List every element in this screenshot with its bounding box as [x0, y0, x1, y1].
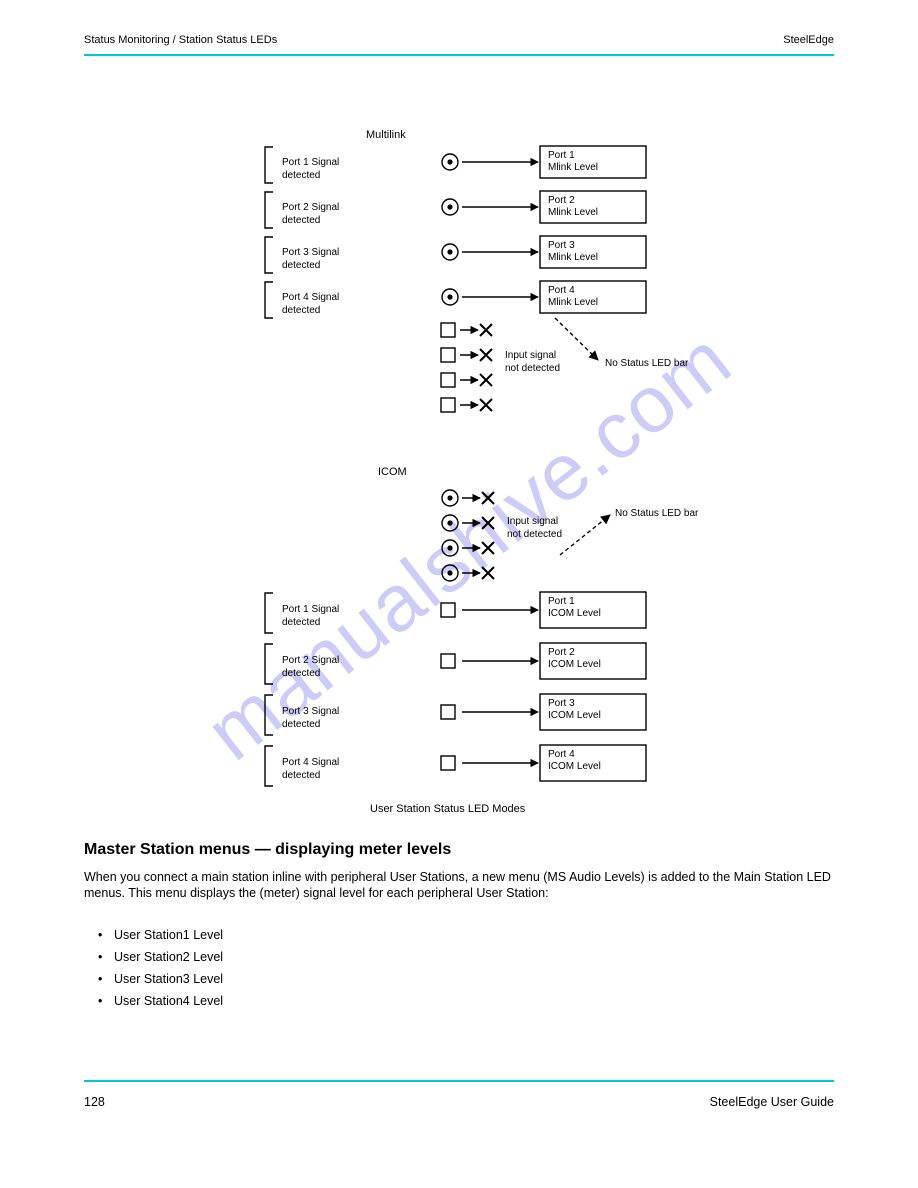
diagram-label: detected — [282, 305, 320, 318]
diagram-label: Port 2 — [548, 195, 575, 208]
diagram-label: Port 1 — [548, 150, 575, 163]
diagram-label: Port 2 Signal — [282, 655, 339, 668]
diagram-label: Port 3 Signal — [282, 706, 339, 719]
diagram-label: Port 4 — [548, 749, 575, 762]
diagram-label: Port 3 — [548, 240, 575, 253]
bullet-marker: • — [98, 928, 102, 944]
diagram-label: Port 1 — [548, 596, 575, 609]
diagram-label: detected — [282, 617, 320, 630]
diagram-label: Port 4 Signal — [282, 292, 339, 305]
diagram-label: ICOM Level — [548, 710, 601, 723]
diagram-label: detected — [282, 719, 320, 732]
diagram-label: not detected — [507, 529, 562, 542]
section-heading: Master Station menus — displaying meter … — [84, 840, 834, 860]
diagram-label: Mlink Level — [548, 297, 598, 310]
bullet-marker: • — [98, 994, 102, 1010]
diagram-label: Input signal — [507, 516, 558, 529]
diagram-label: detected — [282, 215, 320, 228]
diagram-label: detected — [282, 260, 320, 273]
diagram-label: not detected — [505, 363, 560, 376]
diagram-label: ICOM — [378, 466, 407, 480]
diagram-label: detected — [282, 770, 320, 783]
diagram-label: Port 4 Signal — [282, 757, 339, 770]
footer-text: SteelEdge User Guide — [710, 1095, 834, 1111]
diagram-label: Port 4 — [548, 285, 575, 298]
diagram-label: detected — [282, 668, 320, 681]
diagram-label: Mlink Level — [548, 252, 598, 265]
diagram-label: ICOM Level — [548, 608, 601, 621]
bullet-marker: • — [98, 950, 102, 966]
section-paragraph: When you connect a main station inline w… — [84, 870, 834, 901]
diagram-label: ICOM Level — [548, 659, 601, 672]
diagram-label: Mlink Level — [548, 207, 598, 220]
bullet-marker: • — [98, 972, 102, 988]
footer-pagenum: 128 — [84, 1095, 105, 1111]
diagram-svg — [0, 0, 918, 820]
diagram-label: No Status LED bar — [615, 508, 698, 521]
diagram-label: Port 1 Signal — [282, 157, 339, 170]
bullet-item: User Station3 Level — [114, 972, 223, 988]
diagram-label: Port 2 Signal — [282, 202, 339, 215]
diagram-label: Multilink — [366, 129, 406, 143]
diagram-label: User Station Status LED Modes — [370, 803, 525, 817]
diagram-label: Port 2 — [548, 647, 575, 660]
diagram-label: Port 3 Signal — [282, 247, 339, 260]
diagram-label: Mlink Level — [548, 162, 598, 175]
page: Status Monitoring / Station Status LEDs … — [0, 0, 918, 1188]
bullet-item: User Station4 Level — [114, 994, 223, 1010]
footer-rule — [84, 1080, 834, 1082]
diagram-label: detected — [282, 170, 320, 183]
diagram-label: No Status LED bar — [605, 358, 688, 371]
bullet-item: User Station1 Level — [114, 928, 223, 944]
bullet-item: User Station2 Level — [114, 950, 223, 966]
diagram-label: ICOM Level — [548, 761, 601, 774]
diagram-label: Input signal — [505, 350, 556, 363]
diagram-label: Port 3 — [548, 698, 575, 711]
diagram-label: Port 1 Signal — [282, 604, 339, 617]
